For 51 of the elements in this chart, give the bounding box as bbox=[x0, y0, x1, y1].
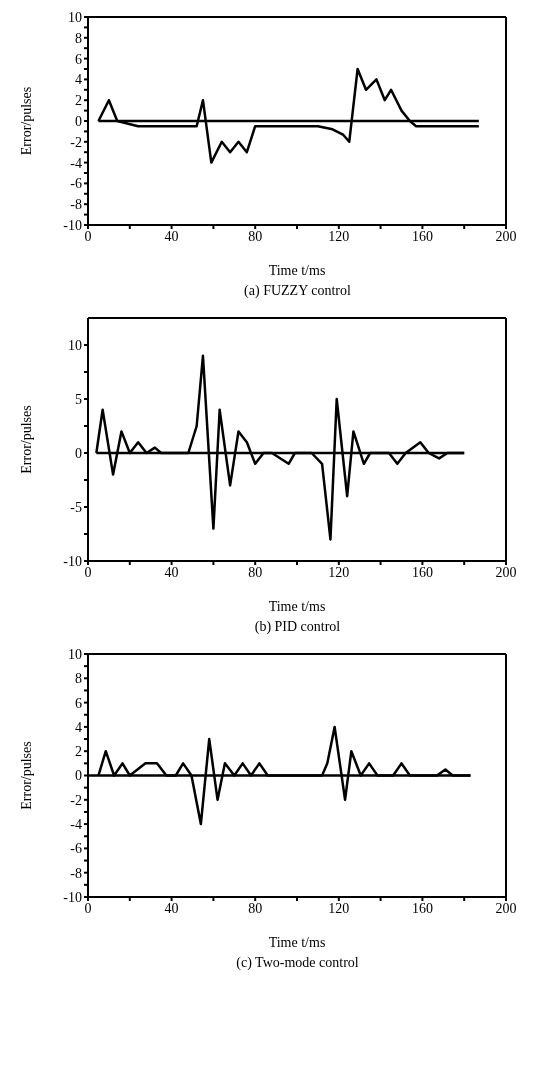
y-tick-label: 8 bbox=[75, 30, 82, 46]
y-tick-label: 10 bbox=[68, 337, 82, 353]
y-tick-label: 4 bbox=[75, 719, 82, 735]
y-tick-label: -10 bbox=[63, 889, 82, 905]
text: (a) FUZZY control bbox=[243, 283, 352, 299]
x-axis-title: Time t/ms bbox=[268, 263, 326, 278]
y-tick-label: 4 bbox=[75, 72, 82, 88]
x-tick-label: 200 bbox=[495, 900, 517, 916]
y-tick-label: 6 bbox=[75, 695, 82, 711]
y-tick-label: 6 bbox=[75, 51, 82, 67]
y-axis-title: Error/pulses bbox=[18, 405, 34, 474]
y-tick-label: -8 bbox=[70, 197, 82, 213]
x-tick-label: 200 bbox=[495, 564, 517, 580]
y-tick-label: 2 bbox=[75, 744, 82, 760]
y-axis-title: Error/pulses bbox=[18, 741, 34, 810]
y-tick-label: -6 bbox=[70, 841, 82, 857]
y-tick-label: 10 bbox=[68, 646, 82, 662]
x-tick-label: 160 bbox=[411, 900, 433, 916]
y-tick-label: -4 bbox=[70, 817, 82, 833]
x-tick-label: 160 bbox=[411, 228, 433, 244]
x-tick-label: 120 bbox=[328, 564, 350, 580]
y-tick-label: 0 bbox=[75, 113, 82, 129]
y-tick-label: 10 bbox=[68, 9, 82, 25]
y-tick-label: -5 bbox=[70, 499, 82, 515]
x-tick-label: 40 bbox=[164, 228, 179, 244]
x-axis-title: Time t/ms bbox=[268, 599, 326, 614]
x-tick-label: 120 bbox=[328, 228, 350, 244]
y-tick-label: -2 bbox=[70, 792, 82, 808]
y-tick-label: -4 bbox=[70, 155, 82, 171]
y-tick-label: -2 bbox=[70, 134, 82, 150]
x-tick-label: 40 bbox=[164, 900, 179, 916]
y-tick-label: -10 bbox=[63, 553, 82, 569]
y-tick-label: -10 bbox=[63, 217, 82, 233]
x-tick-label: 80 bbox=[248, 564, 263, 580]
x-tick-label: 80 bbox=[248, 228, 263, 244]
x-tick-label: 40 bbox=[164, 564, 179, 580]
y-tick-label: -6 bbox=[70, 176, 82, 192]
x-tick-label: 120 bbox=[328, 900, 350, 916]
text: (c) Two-mode control bbox=[235, 955, 360, 971]
text: (b) PID control bbox=[253, 619, 342, 635]
y-axis-title: Error/pulses bbox=[18, 86, 34, 156]
y-tick-label: 0 bbox=[75, 768, 82, 784]
y-tick-label: 2 bbox=[75, 93, 82, 109]
x-tick-label: 200 bbox=[495, 228, 517, 244]
y-tick-label: 0 bbox=[75, 445, 82, 461]
x-tick-label: 80 bbox=[248, 900, 263, 916]
y-tick-label: 8 bbox=[75, 671, 82, 687]
y-tick-label: -8 bbox=[70, 865, 82, 881]
x-axis-title: Time t/ms bbox=[268, 935, 326, 950]
y-tick-label: 5 bbox=[75, 391, 82, 407]
x-tick-label: 160 bbox=[411, 564, 433, 580]
